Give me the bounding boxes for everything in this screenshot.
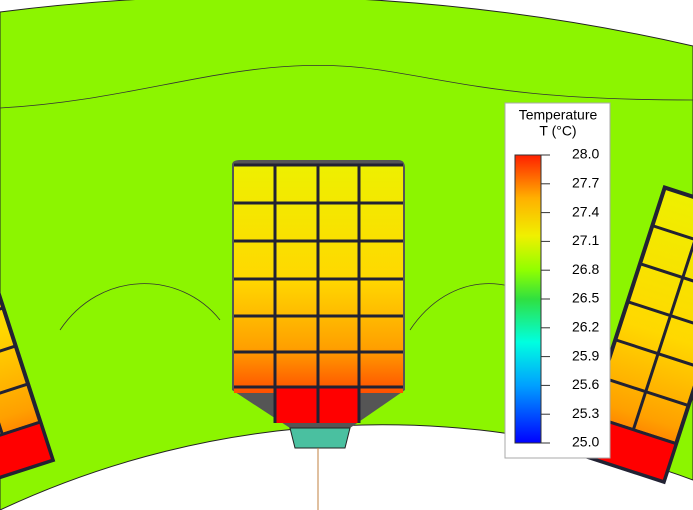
colorbar-tick-label: 26.5	[572, 290, 599, 306]
colorbar-tick-label: 25.3	[572, 405, 599, 421]
colorbar-tick-label: 27.1	[572, 232, 599, 248]
colorbar-tick-label: 25.0	[572, 434, 599, 450]
colorbar-tick-label: 27.7	[572, 175, 599, 191]
colorbar-tick-label: 27.4	[572, 203, 599, 219]
colorbar-unit: T (°C)	[539, 123, 576, 139]
center-coil	[232, 160, 405, 449]
colorbar-title: Temperature	[519, 107, 598, 123]
colorbar-tick-label: 26.8	[572, 261, 599, 277]
colorbar-tick-label: 25.6	[572, 376, 599, 392]
left-coil	[0, 191, 56, 488]
colorbar-tick-label: 25.9	[572, 347, 599, 363]
colorbar-tick-label: 26.2	[572, 319, 599, 335]
colorbar	[514, 154, 542, 444]
colorbar-tick-label: 28.0	[572, 146, 599, 162]
